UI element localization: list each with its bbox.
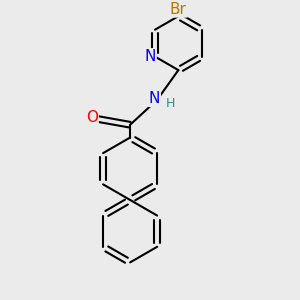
Text: H: H <box>166 97 175 110</box>
Text: O: O <box>86 110 98 125</box>
Text: Br: Br <box>170 2 187 16</box>
Text: N: N <box>144 49 156 64</box>
Text: N: N <box>148 91 160 106</box>
